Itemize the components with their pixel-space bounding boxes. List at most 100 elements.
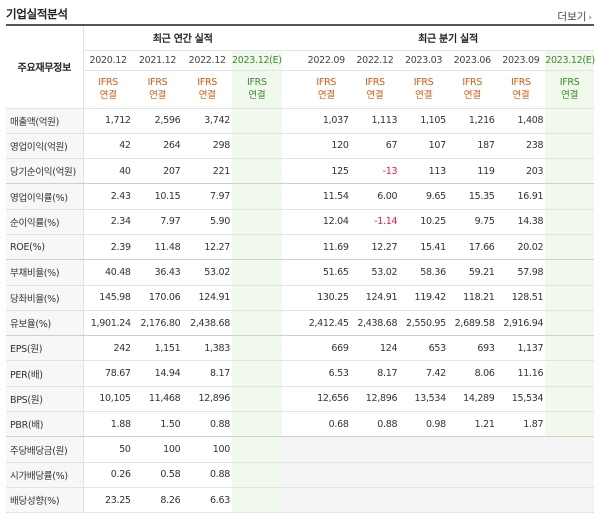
annual-value-cell: 2.39 — [83, 234, 133, 261]
quarter-value-cell: 12,896 — [350, 386, 400, 413]
accounting-standard-type: IFRS — [559, 77, 580, 88]
quarter-value-cell — [545, 386, 594, 413]
header-period-row: 2020.12 2021.12 2022.12 2023.12(E) 2022.09 20… — [6, 50, 595, 71]
quarter-value-cell: 58.36 — [399, 259, 448, 286]
annual-period-header: 2022.12 — [182, 50, 232, 71]
column-gap — [281, 487, 302, 513]
quarter-value-cell — [545, 108, 594, 134]
quarter-period-header: 2023.03 — [399, 50, 448, 71]
annual-value-cell: 0.88 — [182, 411, 232, 438]
quarter-value-cell: 693 — [447, 335, 497, 362]
accounting-standard-type: IFRS — [413, 77, 434, 88]
annual-value-cell: 0.26 — [83, 462, 133, 488]
more-link-label: 더보기 — [557, 11, 587, 23]
table-row: EPS(원) 242 1,151 1,383 669 124 653 693 1,137 — [6, 335, 594, 362]
quarter-value-cell — [545, 234, 594, 261]
accounting-standard: IFRS 연결 — [182, 70, 232, 109]
quarter-value-cell: 125 — [301, 158, 351, 185]
quarter-value-cell: 11.69 — [301, 234, 351, 261]
accounting-standard-scope: 연결 — [463, 90, 481, 101]
quarter-value-cell: 0.98 — [399, 411, 448, 438]
quarter-value-cell: 187 — [447, 133, 497, 160]
accounting-standard-type: IFRS — [98, 77, 118, 88]
row-label: 부채비율(%) — [6, 259, 84, 286]
row-label: ROE(%) — [6, 234, 84, 261]
quarter-period-header: 2023.12(E) — [545, 50, 595, 71]
quarter-value-cell — [301, 436, 351, 463]
accounting-standard-scope: 연결 — [198, 90, 216, 101]
annual-value-cell: 53.02 — [182, 259, 232, 286]
quarter-value-cell — [545, 335, 594, 362]
annual-value-cell: 3,742 — [182, 108, 232, 134]
row-label: 주당배당금(원) — [6, 436, 84, 463]
quarter-value-cell: 67 — [350, 133, 400, 160]
annual-value-cell: 221 — [182, 158, 232, 185]
row-label: 당기순이익(억원) — [6, 158, 84, 185]
annual-period-header: 2021.12 — [132, 50, 183, 71]
row-label: 영업이익(억원) — [6, 133, 84, 160]
quarter-period-header: 2022.12 — [350, 50, 400, 71]
column-gap — [281, 50, 302, 71]
quarter-value-cell — [545, 183, 594, 210]
quarter-value-cell — [350, 436, 400, 463]
annual-value-cell: 1,151 — [132, 335, 183, 362]
column-gap — [281, 25, 302, 51]
annual-value-cell: 242 — [83, 335, 133, 362]
table-row: 당좌비율(%) 145.98 170.06 124.91 130.25 124.91 119… — [6, 285, 594, 311]
quarter-value-cell: 128.51 — [496, 285, 546, 311]
chevron-right-icon: › — [588, 13, 592, 23]
table-row: 당기순이익(억원) 40 207 221 125 -13 113 119 203 — [6, 158, 594, 185]
more-link[interactable]: 더보기 › — [557, 9, 592, 24]
quarter-value-cell: 11.16 — [496, 360, 546, 387]
table-row: 시가배당률(%) 0.26 0.58 0.88 — [6, 462, 594, 488]
quarter-value-cell: 53.02 — [350, 259, 400, 286]
accounting-standard-type: IFRS — [246, 77, 267, 88]
quarter-value-cell: -1.14 — [350, 209, 400, 235]
table-row: 부채비율(%) 40.48 36.43 53.02 51.65 53.02 58.36 59.… — [6, 259, 594, 286]
quarter-value-cell: 203 — [496, 158, 546, 185]
column-gap — [281, 133, 302, 160]
annual-value-cell — [232, 462, 282, 488]
accounting-standard-type: IFRS — [462, 77, 483, 88]
table-row: 영업이익률(%) 2.43 10.15 7.97 11.54 6.00 9.65 15.35 1… — [6, 183, 594, 210]
quarter-value-cell — [447, 462, 497, 488]
annual-value-cell: 1.88 — [83, 411, 133, 438]
accounting-standard-scope: 연결 — [99, 90, 117, 101]
quarter-period-header: 2022.09 — [301, 50, 351, 71]
accounting-standard-scope: 연결 — [248, 90, 266, 101]
quarter-value-cell: 14,289 — [447, 386, 497, 413]
annual-value-cell: 11.48 — [132, 234, 183, 261]
quarter-value-cell: 1,137 — [496, 335, 546, 362]
annual-value-cell — [232, 158, 282, 185]
column-gap — [281, 386, 302, 413]
annual-value-cell: 170.06 — [132, 285, 183, 311]
annual-value-cell — [232, 411, 282, 438]
annual-value-cell — [232, 310, 282, 337]
annual-value-cell: 40.48 — [83, 259, 133, 286]
quarter-value-cell: 119.42 — [399, 285, 448, 311]
annual-value-cell: 2,596 — [132, 108, 183, 134]
quarter-value-cell: 2,550.95 — [399, 310, 448, 337]
annual-value-cell: 10.15 — [132, 183, 183, 210]
column-gap — [281, 70, 302, 109]
row-label: 매출액(억원) — [6, 108, 84, 134]
quarter-value-cell: 124 — [350, 335, 400, 362]
row-label: PBR(배) — [6, 411, 84, 438]
quarter-value-cell: 2,916.94 — [496, 310, 546, 337]
column-gap — [281, 436, 302, 463]
quarter-value-cell: 1.21 — [447, 411, 497, 438]
quarter-value-cell — [447, 436, 497, 463]
annual-value-cell: 0.58 — [132, 462, 183, 488]
quarter-value-cell: 2,689.58 — [447, 310, 497, 337]
annual-period-header: 2020.12 — [83, 50, 133, 71]
annual-value-cell: 2.43 — [83, 183, 133, 210]
quarter-value-cell — [496, 436, 546, 463]
quarter-value-cell: 15.35 — [447, 183, 497, 210]
quarter-period-header: 2023.09 — [496, 50, 546, 71]
annual-value-cell: 2.34 — [83, 209, 133, 235]
annual-value-cell: 11,468 — [132, 386, 183, 413]
annual-value-cell: 1.50 — [132, 411, 183, 438]
annual-value-cell: 0.88 — [182, 462, 232, 488]
accounting-standard: IFRS 연결 — [447, 70, 497, 109]
annual-value-cell — [232, 108, 282, 134]
